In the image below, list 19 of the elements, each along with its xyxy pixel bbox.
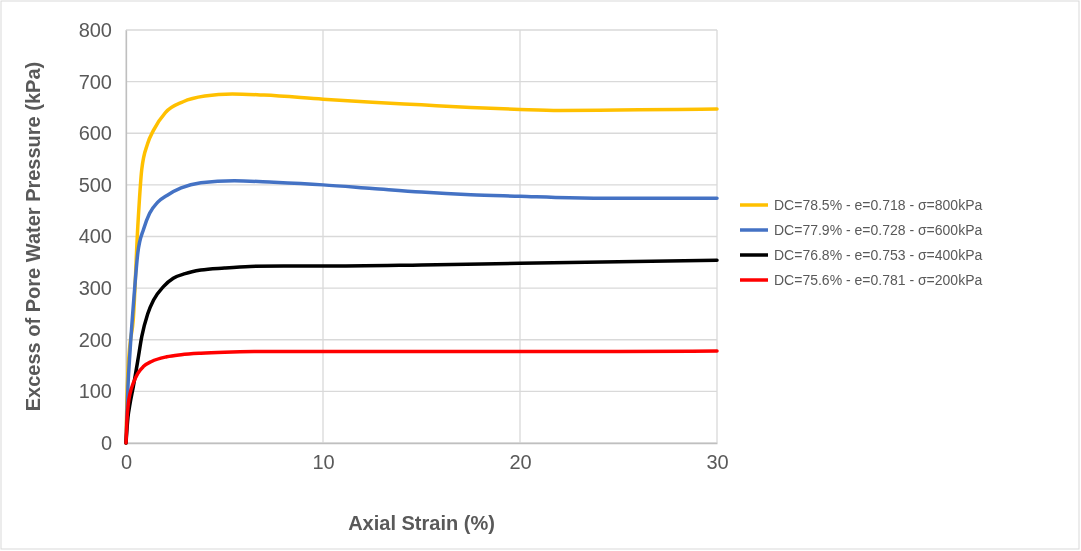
legend-label: DC=78.5% - e=0.718 - σ=800kPa <box>774 197 983 213</box>
y-axis-title: Excess of Pore Water Pressure (kPa) <box>22 61 44 412</box>
x-tick-label: 0 <box>120 451 133 474</box>
legend-label: DC=75.6% - e=0.781 - σ=200kPa <box>774 272 983 288</box>
y-tick-label: 700 <box>78 70 112 93</box>
x-tick-label: 20 <box>509 451 532 474</box>
x-tick-label: 10 <box>312 451 335 474</box>
legend-label: DC=77.9% - e=0.728 - σ=600kPa <box>774 222 983 238</box>
y-tick-label: 300 <box>78 277 112 300</box>
x-axis-title: Axial Strain (%) <box>348 512 495 534</box>
x-tick-label: 30 <box>706 451 729 474</box>
y-tick-label: 600 <box>78 122 112 145</box>
y-tick-label: 0 <box>100 431 112 454</box>
legend-label: DC=76.8% - e=0.753 - σ=400kPa <box>774 247 983 263</box>
y-tick-label: 800 <box>78 18 112 41</box>
y-tick-label: 500 <box>78 173 112 196</box>
y-tick-label: 200 <box>78 328 112 351</box>
y-tick-label: 100 <box>78 380 112 403</box>
y-tick-label: 400 <box>78 225 112 248</box>
